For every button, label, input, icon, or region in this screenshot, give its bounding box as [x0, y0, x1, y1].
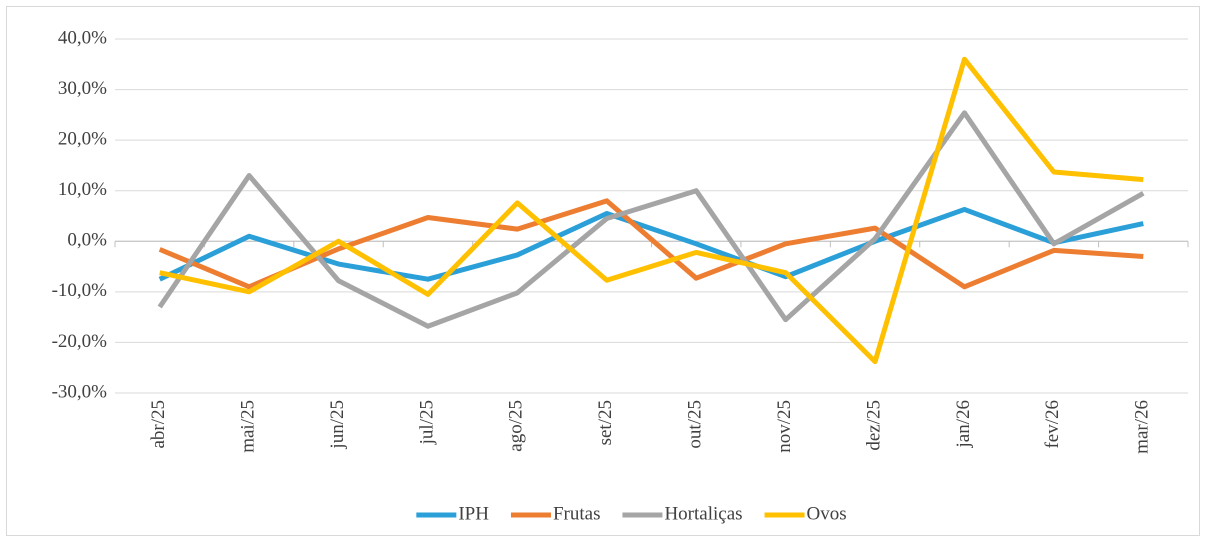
y-tick-label: -30,0%: [52, 381, 108, 402]
x-tick-label: dez/25: [863, 400, 884, 451]
y-tick-label: 20,0%: [58, 129, 107, 150]
x-tick-label: fev/26: [1042, 400, 1063, 449]
x-tick-label: set/25: [595, 400, 616, 445]
x-tick-label: jan/26: [953, 400, 974, 449]
y-tick-label: -20,0%: [52, 331, 108, 352]
x-tick-label: mar/26: [1132, 400, 1153, 454]
series-line: [157, 110, 1145, 329]
chart-frame: [6, 6, 1200, 536]
y-tick-label: 30,0%: [58, 78, 107, 99]
y-tick-label: 40,0%: [58, 27, 107, 48]
x-tick-label: nov/25: [774, 400, 795, 453]
x-tick-label: abr/25: [148, 400, 169, 449]
x-tick-label: mai/25: [237, 400, 258, 453]
legend-label: Ovos: [807, 503, 847, 524]
y-tick-label: 0,0%: [67, 230, 107, 251]
series-line: [158, 198, 1144, 290]
x-tick-label: out/25: [685, 400, 706, 449]
legend-label: Frutas: [553, 503, 601, 524]
y-tick-label: -10,0%: [52, 280, 108, 301]
x-tick-label: ago/25: [506, 400, 527, 452]
legend: IPH Frutas Hortaliças Ovos: [416, 503, 847, 524]
y-tick-label: 10,0%: [58, 179, 107, 200]
legend-label: Hortaliças: [664, 503, 742, 524]
legend-label: IPH: [458, 503, 489, 524]
series-line: [159, 56, 1144, 365]
x-tick-label: jul/25: [416, 400, 437, 445]
x-tick-label: jun/25: [327, 400, 348, 450]
